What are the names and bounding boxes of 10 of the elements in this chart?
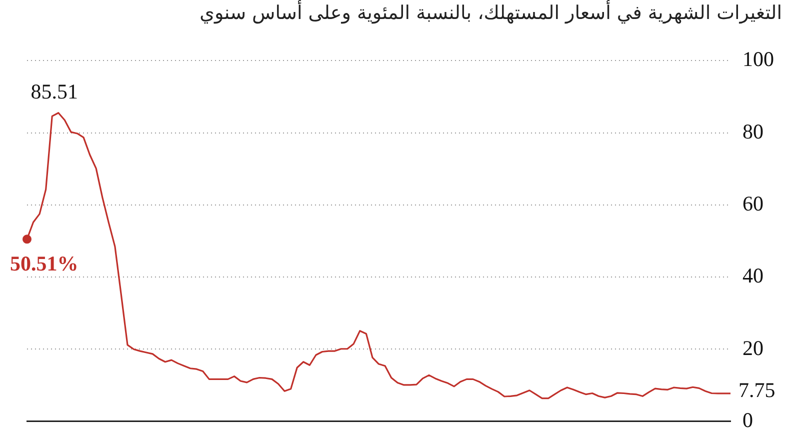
y-tick-label: 20: [742, 336, 764, 360]
data-label: 50.51%: [10, 252, 78, 276]
data-label: 85.51: [30, 79, 78, 104]
y-tick-label: 80: [742, 119, 764, 144]
y-tick-label: 40: [742, 264, 764, 288]
chart-title: التغيرات الشهرية في أسعار المستهلك، بالنسبة المئوية وعلى أساس سنوي: [200, 2, 782, 24]
y-tick-label: 0: [742, 408, 753, 432]
y-tick-label: 100: [742, 47, 774, 72]
data-label: 7.75: [738, 378, 776, 402]
y-tick-label: 60: [742, 191, 764, 216]
